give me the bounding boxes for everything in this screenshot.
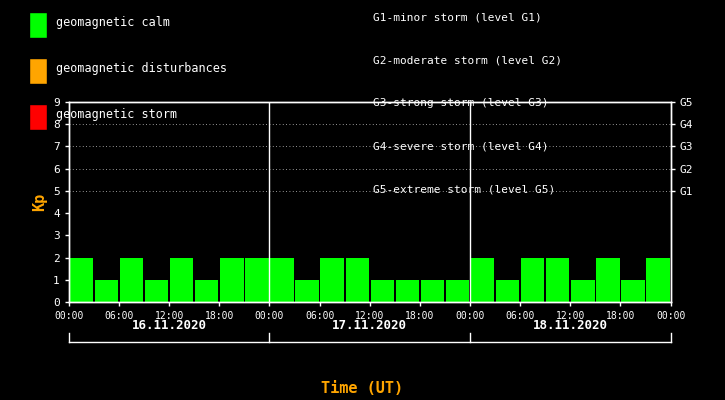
Text: 17.11.2020: 17.11.2020 (332, 318, 407, 332)
Y-axis label: Kp: Kp (33, 193, 48, 211)
Bar (420, 280, 444, 302)
Text: 18.11.2020: 18.11.2020 (533, 318, 608, 332)
Bar (145, 280, 168, 302)
Bar (195, 280, 218, 302)
Bar (546, 258, 570, 302)
Bar (521, 258, 544, 302)
Bar (295, 280, 319, 302)
Bar (370, 280, 394, 302)
Bar (220, 258, 244, 302)
Bar (471, 258, 494, 302)
Text: geomagnetic storm: geomagnetic storm (56, 108, 177, 121)
Bar (70, 258, 93, 302)
Bar (446, 280, 469, 302)
Bar (270, 258, 294, 302)
Bar (346, 258, 369, 302)
Bar (95, 280, 118, 302)
Text: G5-extreme storm (level G5): G5-extreme storm (level G5) (373, 185, 555, 195)
Bar (245, 258, 269, 302)
Bar (621, 280, 645, 302)
Text: Time (UT): Time (UT) (321, 381, 404, 396)
Text: G1-minor storm (level G1): G1-minor storm (level G1) (373, 12, 542, 22)
Bar (320, 258, 344, 302)
Bar (571, 280, 594, 302)
Bar (596, 258, 620, 302)
Bar (396, 280, 419, 302)
Bar (496, 280, 519, 302)
Text: G4-severe storm (level G4): G4-severe storm (level G4) (373, 142, 549, 152)
Text: G2-moderate storm (level G2): G2-moderate storm (level G2) (373, 55, 563, 65)
Text: geomagnetic calm: geomagnetic calm (56, 16, 170, 29)
Bar (170, 258, 194, 302)
Text: G3-strong storm (level G3): G3-strong storm (level G3) (373, 98, 549, 108)
Text: geomagnetic disturbances: geomagnetic disturbances (56, 62, 227, 75)
Bar (120, 258, 144, 302)
Text: 16.11.2020: 16.11.2020 (132, 318, 207, 332)
Bar (647, 258, 670, 302)
